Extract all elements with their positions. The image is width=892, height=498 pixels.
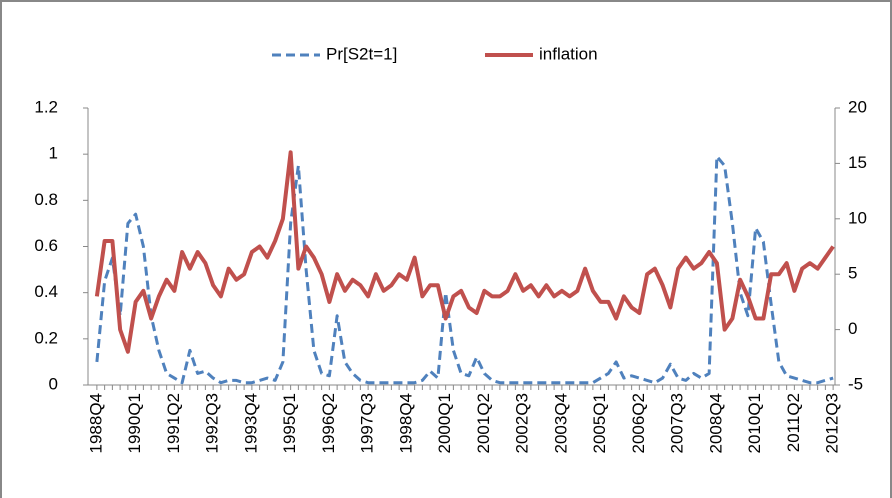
x-tick-label: 1997Q3: [358, 393, 377, 454]
y2-tick-label: 20: [848, 97, 867, 116]
x-tick-label: 2011Q2: [784, 393, 803, 452]
x-tick-label: 1991Q2: [164, 393, 183, 454]
x-tick-label: 2002Q3: [513, 393, 532, 454]
y-tick-label: 0.2: [34, 328, 58, 347]
legend-label: inflation: [539, 44, 598, 63]
x-tick-label: 2001Q2: [474, 393, 493, 454]
x-tick-label: 1990Q1: [125, 393, 144, 454]
x-tick-label: 2008Q4: [706, 393, 725, 454]
y2-tick-label: 5: [848, 264, 857, 283]
x-tick-label: 1988Q4: [86, 393, 105, 454]
x-tick-label: 2007Q3: [668, 393, 687, 454]
y-tick-label: 1: [49, 144, 58, 163]
x-tick-label: 2010Q1: [745, 393, 764, 454]
x-tick-label: 1992Q3: [203, 393, 222, 454]
x-tick-label: 2003Q4: [551, 393, 570, 454]
y2-tick-label: 10: [848, 208, 867, 227]
y-tick-label: 1.2: [34, 97, 58, 116]
x-tick-label: 1998Q4: [396, 393, 415, 454]
series-line: [94, 150, 835, 354]
y2-tick-label: 0: [848, 319, 857, 338]
y-tick-label: 0.4: [34, 282, 58, 301]
y-tick-label: 0: [49, 374, 58, 393]
series-line: [95, 154, 834, 385]
y2-tick-label: 15: [848, 153, 867, 172]
x-tick-label: 1995Q1: [280, 393, 299, 454]
x-tick-label: 1996Q2: [319, 393, 338, 454]
legend-label: Pr[S2t=1]: [326, 44, 397, 63]
x-tick-label: 2005Q1: [590, 393, 609, 454]
x-tick-label: 2006Q2: [629, 393, 648, 454]
x-tick-label: 1993Q4: [241, 393, 260, 454]
y-tick-label: 0.6: [34, 236, 58, 255]
y-tick-label: 0.8: [34, 190, 58, 209]
legend: Pr[S2t=1] inflation: [272, 44, 598, 63]
x-tick-label: 2000Q1: [435, 393, 454, 454]
y2-tick-label: -5: [848, 374, 863, 393]
x-tick-label: 2012Q3: [823, 393, 842, 454]
